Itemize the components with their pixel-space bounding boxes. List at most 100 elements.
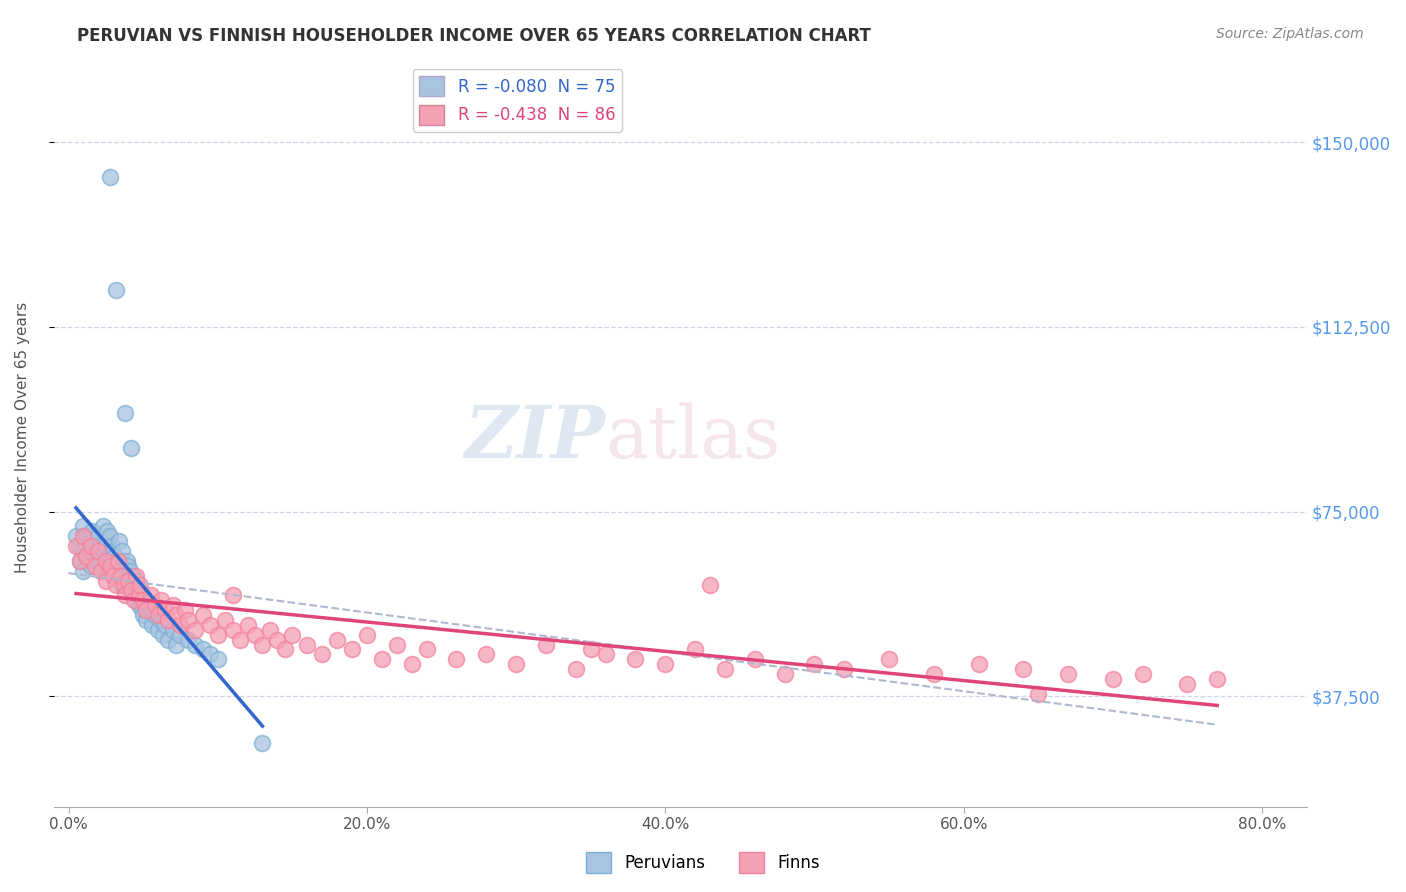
Point: [1026, 687, 1049, 701]
Point: [922, 667, 945, 681]
Point: [98, 554, 121, 568]
Point: [98, 169, 121, 184]
Point: [120, 441, 142, 455]
Point: [80, 534, 103, 549]
Point: [297, 638, 319, 652]
Point: [274, 642, 297, 657]
Point: [401, 657, 423, 672]
Point: [120, 583, 142, 598]
Point: [105, 283, 128, 297]
Point: [150, 613, 173, 627]
Point: [157, 632, 180, 647]
Point: [221, 623, 243, 637]
Point: [111, 544, 134, 558]
Point: [121, 568, 143, 582]
Point: [624, 652, 647, 666]
Point: [177, 613, 200, 627]
Point: [150, 593, 173, 607]
Point: [744, 652, 766, 666]
Point: [266, 632, 288, 647]
Point: [207, 628, 229, 642]
Point: [101, 539, 124, 553]
Point: [117, 558, 139, 573]
Point: [252, 736, 274, 750]
Point: [155, 603, 177, 617]
Point: [75, 549, 97, 563]
Point: [229, 632, 252, 647]
Text: PERUVIAN VS FINNISH HOUSEHOLDER INCOME OVER 65 YEARS CORRELATION CHART: PERUVIAN VS FINNISH HOUSEHOLDER INCOME O…: [77, 27, 872, 45]
Point: [579, 642, 602, 657]
Point: [136, 598, 159, 612]
Point: [1132, 667, 1154, 681]
Point: [152, 628, 174, 642]
Point: [93, 544, 115, 558]
Legend: R = -0.080  N = 75, R = -0.438  N = 86: R = -0.080 N = 75, R = -0.438 N = 86: [412, 70, 621, 132]
Point: [94, 554, 117, 568]
Point: [595, 648, 617, 662]
Point: [169, 628, 191, 642]
Point: [155, 617, 177, 632]
Point: [162, 623, 184, 637]
Point: [699, 578, 721, 592]
Point: [127, 578, 149, 592]
Point: [135, 613, 157, 627]
Y-axis label: Householder Income Over 65 years: Householder Income Over 65 years: [15, 302, 30, 574]
Point: [96, 524, 118, 539]
Point: [132, 593, 155, 607]
Point: [110, 568, 132, 582]
Point: [103, 544, 125, 558]
Point: [326, 632, 349, 647]
Point: [1101, 672, 1123, 686]
Point: [505, 657, 527, 672]
Point: [117, 574, 139, 588]
Point: [143, 598, 166, 612]
Point: [114, 406, 136, 420]
Point: [135, 603, 157, 617]
Point: [65, 529, 87, 543]
Point: [69, 554, 91, 568]
Point: [340, 642, 363, 657]
Point: [84, 558, 107, 573]
Point: [415, 642, 437, 657]
Point: [207, 652, 229, 666]
Point: [141, 617, 163, 632]
Point: [191, 642, 214, 657]
Point: [107, 554, 129, 568]
Point: [69, 554, 91, 568]
Point: [139, 603, 162, 617]
Legend: Peruvians, Finns: Peruvians, Finns: [579, 846, 827, 880]
Point: [200, 617, 222, 632]
Point: [77, 554, 100, 568]
Point: [139, 588, 162, 602]
Point: [683, 642, 706, 657]
Point: [114, 588, 136, 602]
Point: [131, 603, 153, 617]
Point: [112, 578, 135, 592]
Point: [110, 558, 132, 573]
Point: [87, 554, 110, 568]
Point: [104, 549, 127, 563]
Point: [75, 529, 97, 543]
Point: [110, 578, 132, 592]
Point: [143, 607, 166, 622]
Point: [157, 613, 180, 627]
Point: [105, 568, 128, 582]
Point: [146, 623, 169, 637]
Point: [122, 588, 145, 602]
Text: ZIP: ZIP: [464, 402, 605, 474]
Point: [128, 588, 150, 602]
Point: [67, 539, 90, 553]
Point: [122, 593, 145, 607]
Point: [165, 638, 187, 652]
Point: [80, 558, 103, 573]
Point: [89, 539, 111, 553]
Point: [214, 613, 236, 627]
Point: [132, 588, 155, 602]
Point: [385, 638, 408, 652]
Point: [1206, 672, 1229, 686]
Point: [281, 628, 304, 642]
Point: [165, 607, 187, 622]
Point: [87, 544, 110, 558]
Point: [191, 607, 214, 622]
Point: [252, 638, 274, 652]
